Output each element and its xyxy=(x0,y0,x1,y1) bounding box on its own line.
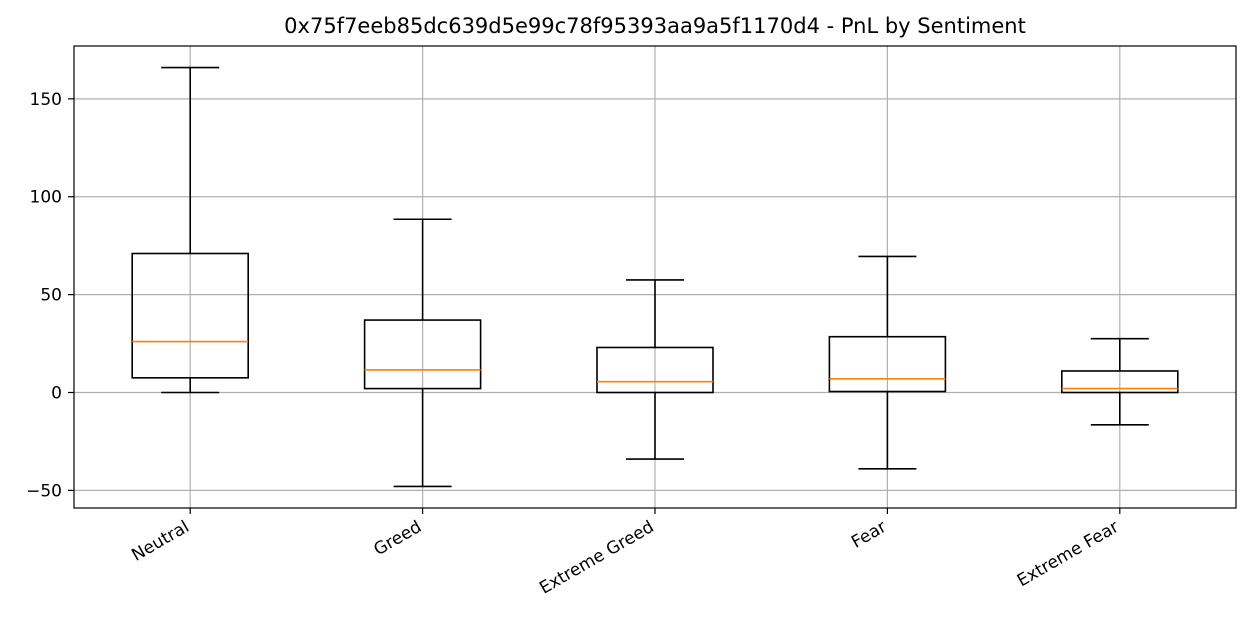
iqr-box xyxy=(828,335,947,393)
axes-layer: −50 0 50 100 150 Neutral Greed Extreme Greed Fea… xyxy=(26,45,1237,599)
chart-title: 0x75f7eeb85dc639d5e99c78f95393aa9a5f1170… xyxy=(284,14,1026,38)
box-group xyxy=(1061,337,1179,426)
x-tick-label: Extreme Fear xyxy=(1014,517,1122,591)
x-tick-label: Extreme Greed xyxy=(536,517,657,599)
box-group xyxy=(363,218,482,488)
box-group xyxy=(828,255,947,470)
y-tick-label: −50 xyxy=(26,481,62,501)
y-tick-label: 50 xyxy=(40,286,62,306)
box-group xyxy=(596,279,714,460)
box-group xyxy=(131,66,249,394)
y-tick-label: 150 xyxy=(30,90,62,110)
iqr-box xyxy=(363,319,482,390)
iqr-box xyxy=(131,252,249,379)
axes-frame xyxy=(73,45,1237,509)
y-tick-label: 0 xyxy=(51,384,62,404)
iqr-box xyxy=(596,346,714,394)
x-tick-label: Greed xyxy=(370,517,425,560)
iqr-box xyxy=(1061,370,1179,394)
boxes-layer xyxy=(131,66,1179,488)
x-tick-label: Fear xyxy=(848,517,890,553)
y-tick-label: 100 xyxy=(30,188,62,208)
x-tick-label: Neutral xyxy=(128,517,192,566)
